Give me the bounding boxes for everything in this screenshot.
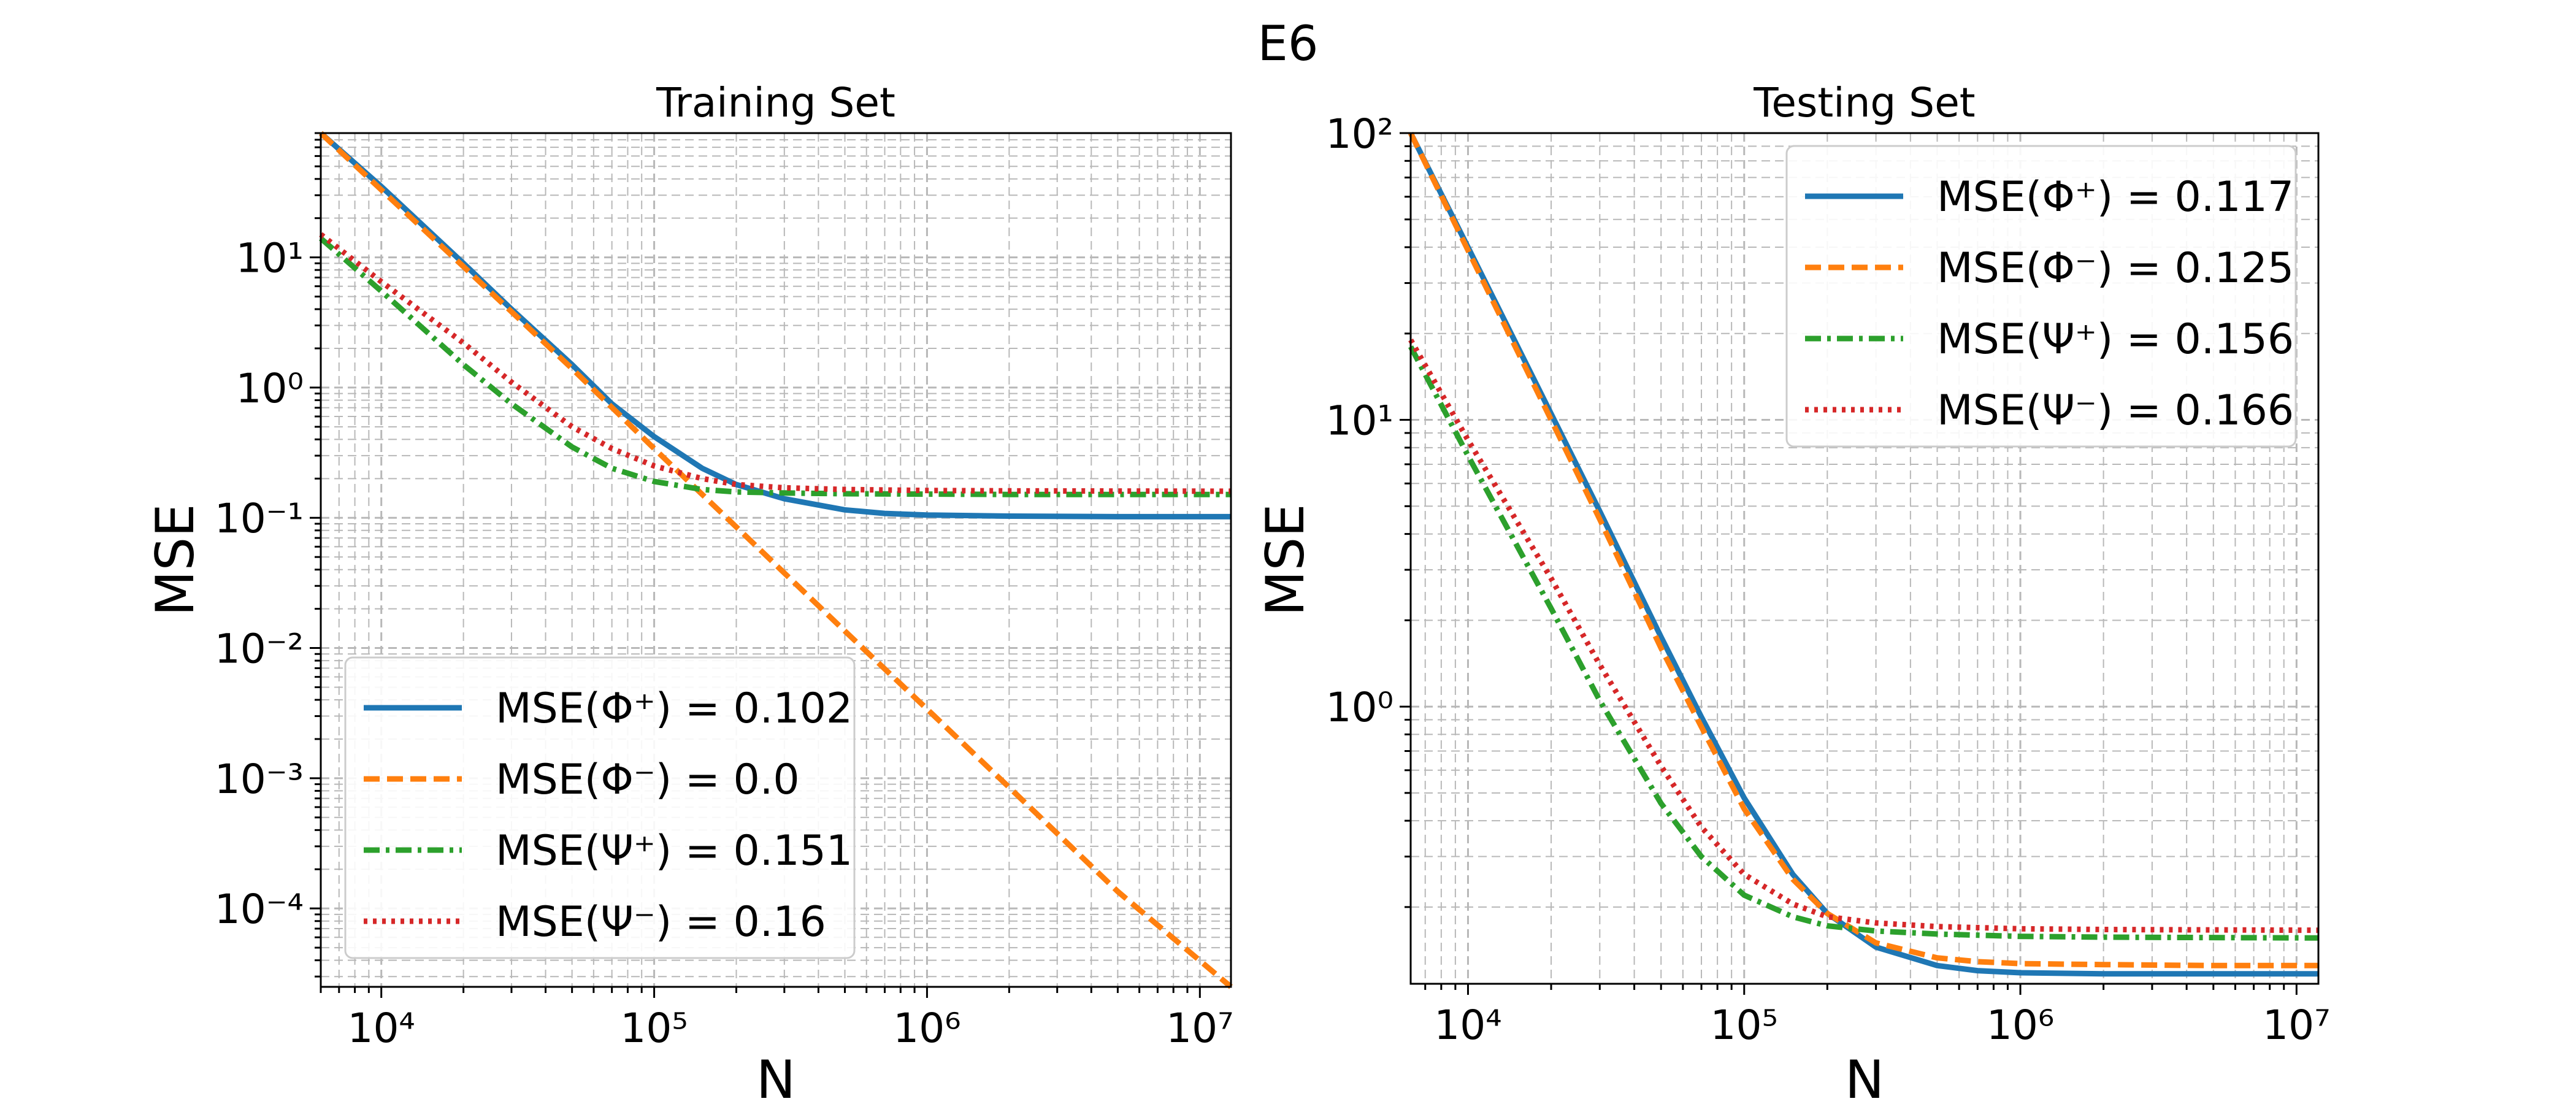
plot-frame <box>1409 132 2320 985</box>
legend: MSE(Φ⁺) = 0.117 MSE(Φ⁻) = 0.125 MSE(Ψ⁺) = … <box>1785 145 2297 448</box>
plot-frame <box>320 132 1232 988</box>
y-tick-label: 10⁻³ <box>215 756 304 803</box>
series-line-psi-minus <box>1408 338 2319 933</box>
x-tick-label: 10⁷ <box>2263 1002 2330 1049</box>
figure-title: E6 <box>1258 17 1319 72</box>
x-ticks: 10⁴ 10⁵ 10⁶ 10⁷ <box>320 987 1234 1052</box>
series-layer <box>318 131 1233 989</box>
y-ticks: 10⁰ 10¹ 10² <box>1326 110 1411 908</box>
legend-label: MSE(Ψ⁺) = 0.151 <box>496 827 853 875</box>
x-tick-label: 10⁴ <box>1434 1002 1501 1049</box>
legend-label: MSE(Ψ⁺) = 0.156 <box>1937 315 2294 364</box>
y-tick-label: 10⁰ <box>1326 684 1393 731</box>
legend: MSE(Φ⁺) = 0.102 MSE(Φ⁻) = 0.0 MSE(Ψ⁺) = 0.… <box>344 656 856 959</box>
legend-label: MSE(Ψ⁻) = 0.16 <box>496 898 826 946</box>
legend-entry: MSE(Ψ⁻) = 0.166 <box>1805 386 2294 435</box>
y-tick-label: 10¹ <box>1326 397 1393 445</box>
x-axis-label: N <box>756 1049 795 1104</box>
legend-entry: MSE(Φ⁻) = 0.125 <box>1805 244 2294 293</box>
x-axis-label: N <box>1845 1049 1884 1104</box>
legend-entry: MSE(Ψ⁺) = 0.156 <box>1805 315 2294 364</box>
y-tick-label: 10⁻² <box>215 626 304 673</box>
series-line-phi-minus <box>1408 132 2318 968</box>
legend-entry: MSE(Ψ⁻) = 0.16 <box>364 898 826 946</box>
series-line-phi-plus <box>1408 131 2318 977</box>
x-tick-label: 10⁶ <box>893 1005 960 1052</box>
x-tick-label: 10⁶ <box>1987 1002 2054 1049</box>
legend-label: MSE(Φ⁺) = 0.117 <box>1937 173 2294 221</box>
legend-entry: MSE(Φ⁺) = 0.102 <box>364 684 853 733</box>
y-tick-label: 10¹ <box>236 235 304 282</box>
legend-box <box>344 656 856 959</box>
series-line-psi-plus <box>1408 345 2319 941</box>
x-tick-label: 10⁷ <box>1166 1005 1233 1052</box>
series-line-psi-plus <box>319 236 1231 497</box>
panel-title: Testing Set <box>1753 79 1975 126</box>
testing-set-panel: Testing Set 10⁴ 10⁵ 10⁶ 10⁷ 10⁰ 10¹ 10² N MSE… <box>1255 79 2331 1104</box>
legend-entry: MSE(Φ⁻) = 0.0 <box>364 756 800 804</box>
series-line-phi-minus <box>318 131 1233 989</box>
y-axis-label: MSE <box>145 504 206 616</box>
panel-title: Training Set <box>656 79 895 126</box>
x-tick-label: 10⁵ <box>620 1005 688 1052</box>
series-layer <box>1408 131 2319 977</box>
legend-entry: MSE(Ψ⁺) = 0.151 <box>364 827 853 875</box>
legend-label: MSE(Φ⁻) = 0.125 <box>1937 244 2294 293</box>
series-line-psi-minus <box>319 232 1232 494</box>
legend-label: MSE(Φ⁺) = 0.102 <box>496 684 853 733</box>
y-tick-label: 10⁻¹ <box>215 495 304 542</box>
x-tick-label: 10⁴ <box>347 1005 415 1052</box>
x-ticks: 10⁴ 10⁵ 10⁶ 10⁷ <box>1424 984 2331 1049</box>
training-set-panel: Training Set 10⁴ 10⁵ 10⁶ 10⁷ 10⁻⁴10⁻³10⁻²10… <box>145 79 1234 1104</box>
legend-entry: MSE(Φ⁺) = 0.117 <box>1805 173 2294 221</box>
series-line-phi-plus <box>319 131 1231 519</box>
y-tick-label: 10⁻⁴ <box>215 886 304 933</box>
x-tick-label: 10⁵ <box>1711 1002 1778 1049</box>
legend-box <box>1785 145 2297 448</box>
legend-label: MSE(Φ⁻) = 0.0 <box>496 756 800 804</box>
y-axis-label: MSE <box>1255 504 1316 616</box>
y-ticks: 10⁻⁴ 10⁻³ 10⁻² 10⁻¹ 10⁰ 10¹ <box>215 132 321 978</box>
y-tick-label: 10² <box>1326 110 1393 158</box>
y-tick-label: 10⁰ <box>236 365 304 412</box>
legend-label: MSE(Ψ⁻) = 0.166 <box>1937 386 2294 435</box>
